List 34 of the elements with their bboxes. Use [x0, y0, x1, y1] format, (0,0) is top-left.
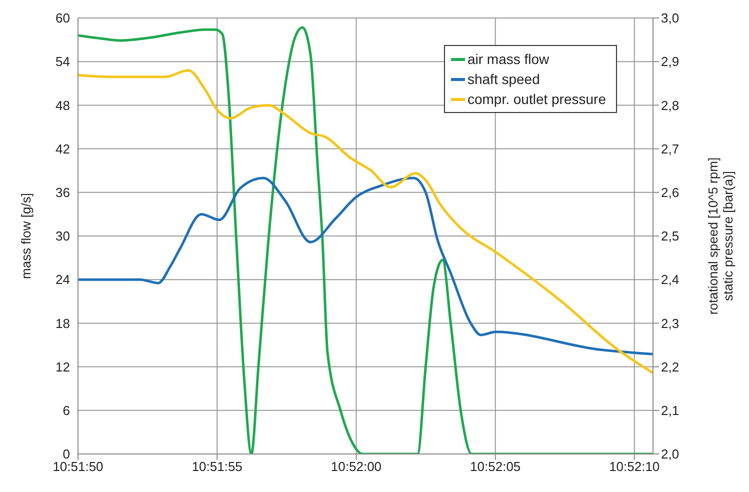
y2-tick-label: 2,0 [661, 446, 680, 462]
y-tick-label: 6 [62, 403, 70, 418]
y-tick-label: 0 [62, 446, 70, 462]
x-tick-label: 10:52:05 [470, 459, 521, 474]
y2-tick-label: 2,3 [661, 316, 680, 331]
y-tick-label: 24 [56, 272, 70, 288]
x-tick-label: 10:52:00 [330, 459, 382, 474]
y2-tick-label: 2,6 [661, 185, 680, 200]
y-tick-label: 18 [56, 316, 70, 331]
legend-label: shaft speed [467, 70, 540, 89]
y-tick-label: 30 [56, 228, 70, 244]
y2-tick-label: 2,1 [661, 403, 680, 418]
x-tick-label: 10:51:55 [192, 459, 242, 474]
y2-tick-label: 2,8 [661, 98, 680, 113]
y2-tick-label: 2,9 [661, 54, 680, 70]
legend-label: compr. outlet pressure [467, 90, 606, 109]
line-series [78, 176, 653, 356]
y2-axis-title: rotational speed [10^5 rpm] static pressure [bar(a)] [706, 157, 736, 315]
y-tick-label: 42 [56, 141, 70, 156]
y-axis-title: mass flow [g/s] [18, 193, 34, 279]
y2-tick-label: 2,5 [661, 228, 680, 244]
y2-tick-label: 2,2 [661, 359, 680, 374]
legend-label: air mass flow [467, 50, 550, 69]
y-tick-label: 36 [56, 185, 70, 200]
y2-tick-label: 2,4 [661, 272, 680, 288]
y-tick-label: 48 [56, 98, 70, 113]
line-series [78, 69, 653, 374]
x-tick-label: 10:52:10 [609, 459, 660, 474]
y-tick-label: 12 [56, 359, 70, 374]
y2-tick-label: 3,0 [661, 10, 680, 26]
y-tick-label: 54 [56, 54, 70, 70]
x-tick-label: 10:51:50 [52, 459, 104, 474]
y-tick-label: 60 [56, 10, 70, 26]
y2-tick-label: 2,7 [661, 141, 680, 156]
